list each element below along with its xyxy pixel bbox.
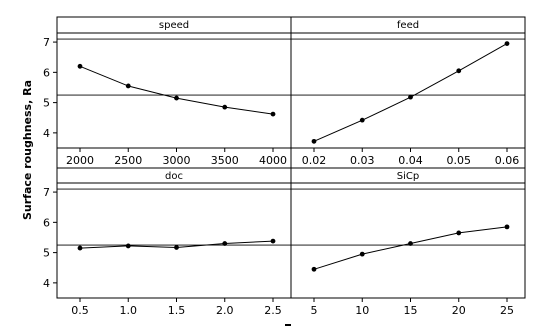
- y-tick-label: 5: [43, 97, 50, 110]
- x-tick-label: 10: [355, 304, 369, 317]
- data-point: [311, 138, 317, 144]
- data-point: [77, 245, 83, 251]
- x-tick-label: 4000: [259, 154, 287, 167]
- x-tick-label: 0.04: [398, 154, 423, 167]
- x-tick-label: 2000: [66, 154, 94, 167]
- x-tick-label: 1.5: [168, 304, 186, 317]
- data-point: [222, 241, 228, 246]
- data-point: [125, 243, 131, 249]
- y-tick-label: 6: [43, 66, 50, 79]
- x-tick-label: 2.5: [264, 304, 282, 317]
- y-tick-label: 7: [43, 36, 50, 49]
- panel-title: feed: [397, 20, 419, 31]
- x-tick-label: 3500: [211, 154, 239, 167]
- series-line: [313, 43, 508, 142]
- y-tick-label: 4: [43, 127, 50, 140]
- panel-title: SiCp: [397, 171, 419, 182]
- y-tick-label: 7: [43, 186, 50, 199]
- x-tick-label: 0.03: [350, 154, 375, 167]
- x-tick-label: 0.02: [302, 154, 327, 167]
- data-point: [270, 111, 276, 117]
- y-tick-label: 4: [43, 277, 50, 290]
- data-point: [125, 83, 131, 89]
- x-tick-label: 0.05: [447, 154, 472, 167]
- data-point: [408, 94, 413, 100]
- x-tick-label: 1.0: [120, 304, 138, 317]
- x-tick-label: 20: [452, 304, 466, 317]
- x-tick-label: 2500: [114, 154, 142, 167]
- series-line: [313, 226, 508, 270]
- data-point: [359, 117, 365, 123]
- data-point: [359, 251, 365, 257]
- data-point: [504, 41, 510, 46]
- data-point: [456, 68, 462, 74]
- data-point: [311, 266, 317, 272]
- x-tick-label: 2.0: [216, 304, 234, 317]
- x-tick-label: 3000: [163, 154, 191, 167]
- x-tick-label: 0.5: [71, 304, 89, 317]
- data-point: [456, 230, 462, 236]
- series-line: [79, 65, 274, 115]
- x-tick-label: 15: [404, 304, 418, 317]
- x-tick-label: 5: [311, 304, 318, 317]
- x-tick-label: 0.06: [495, 154, 520, 167]
- data-point: [270, 238, 276, 244]
- data-point: [77, 63, 83, 69]
- y-axis-label: Surface roughness, Ra: [21, 80, 34, 220]
- y-tick-label: 6: [43, 216, 50, 229]
- panel-title: doc: [165, 171, 183, 182]
- data-point: [174, 95, 179, 101]
- data-point: [174, 245, 179, 250]
- top-cropped-strip: [0, 0, 534, 4]
- data-point: [504, 224, 510, 230]
- y-tick-label: 5: [43, 247, 50, 260]
- data-point: [222, 104, 228, 110]
- data-point: [408, 241, 413, 246]
- panel-title: speed: [159, 20, 189, 31]
- x-tick-label: 25: [500, 304, 514, 317]
